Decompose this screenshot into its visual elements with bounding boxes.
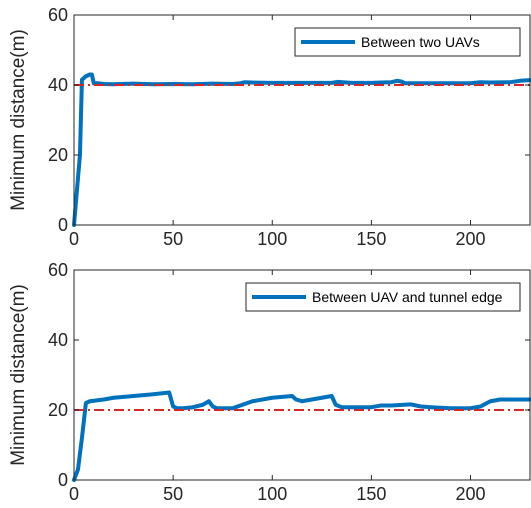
x-tick-label: 150 <box>356 484 386 504</box>
x-tick-label: 100 <box>257 229 287 249</box>
y-tick-label: 40 <box>48 75 68 95</box>
y-axis-label: Minimum distance(m) <box>8 29 29 211</box>
y-tick-label: 40 <box>48 330 68 350</box>
axes-box <box>73 14 531 226</box>
x-tick-label: 50 <box>163 484 183 504</box>
legend-label: Between two UAVs <box>361 34 480 50</box>
x-tick-label: 0 <box>69 229 79 249</box>
x-tick-label: 50 <box>163 229 183 249</box>
x-tick-label: 200 <box>455 229 485 249</box>
x-tick-label: 200 <box>455 484 485 504</box>
y-tick-label: 60 <box>48 260 68 280</box>
chart-panel-2: 0 50 100 150 200 0 20 40 60 Minimum distance(m) Be… <box>8 260 531 504</box>
y-tick-label: 20 <box>48 145 68 165</box>
x-tick-label: 0 <box>69 484 79 504</box>
x-tick-label: 100 <box>257 484 287 504</box>
y-tick-label: 60 <box>48 5 68 25</box>
series-line <box>72 390 531 482</box>
series-line <box>72 72 531 227</box>
chart-panel-1: 0 50 100 150 200 0 20 40 60 Minimum distance(m) Be… <box>8 5 531 249</box>
y-tick-label: 0 <box>58 470 68 490</box>
legend: Between two UAVs <box>294 27 521 57</box>
y-tick-label: 20 <box>48 400 68 420</box>
x-tick-label: 150 <box>356 229 386 249</box>
y-axis-label: Minimum distance(m) <box>8 284 29 466</box>
y-tick-label: 0 <box>58 215 68 235</box>
legend: Between UAV and tunnel edge <box>245 282 521 312</box>
legend-label: Between UAV and tunnel edge <box>312 289 503 305</box>
axes-box <box>73 269 531 481</box>
